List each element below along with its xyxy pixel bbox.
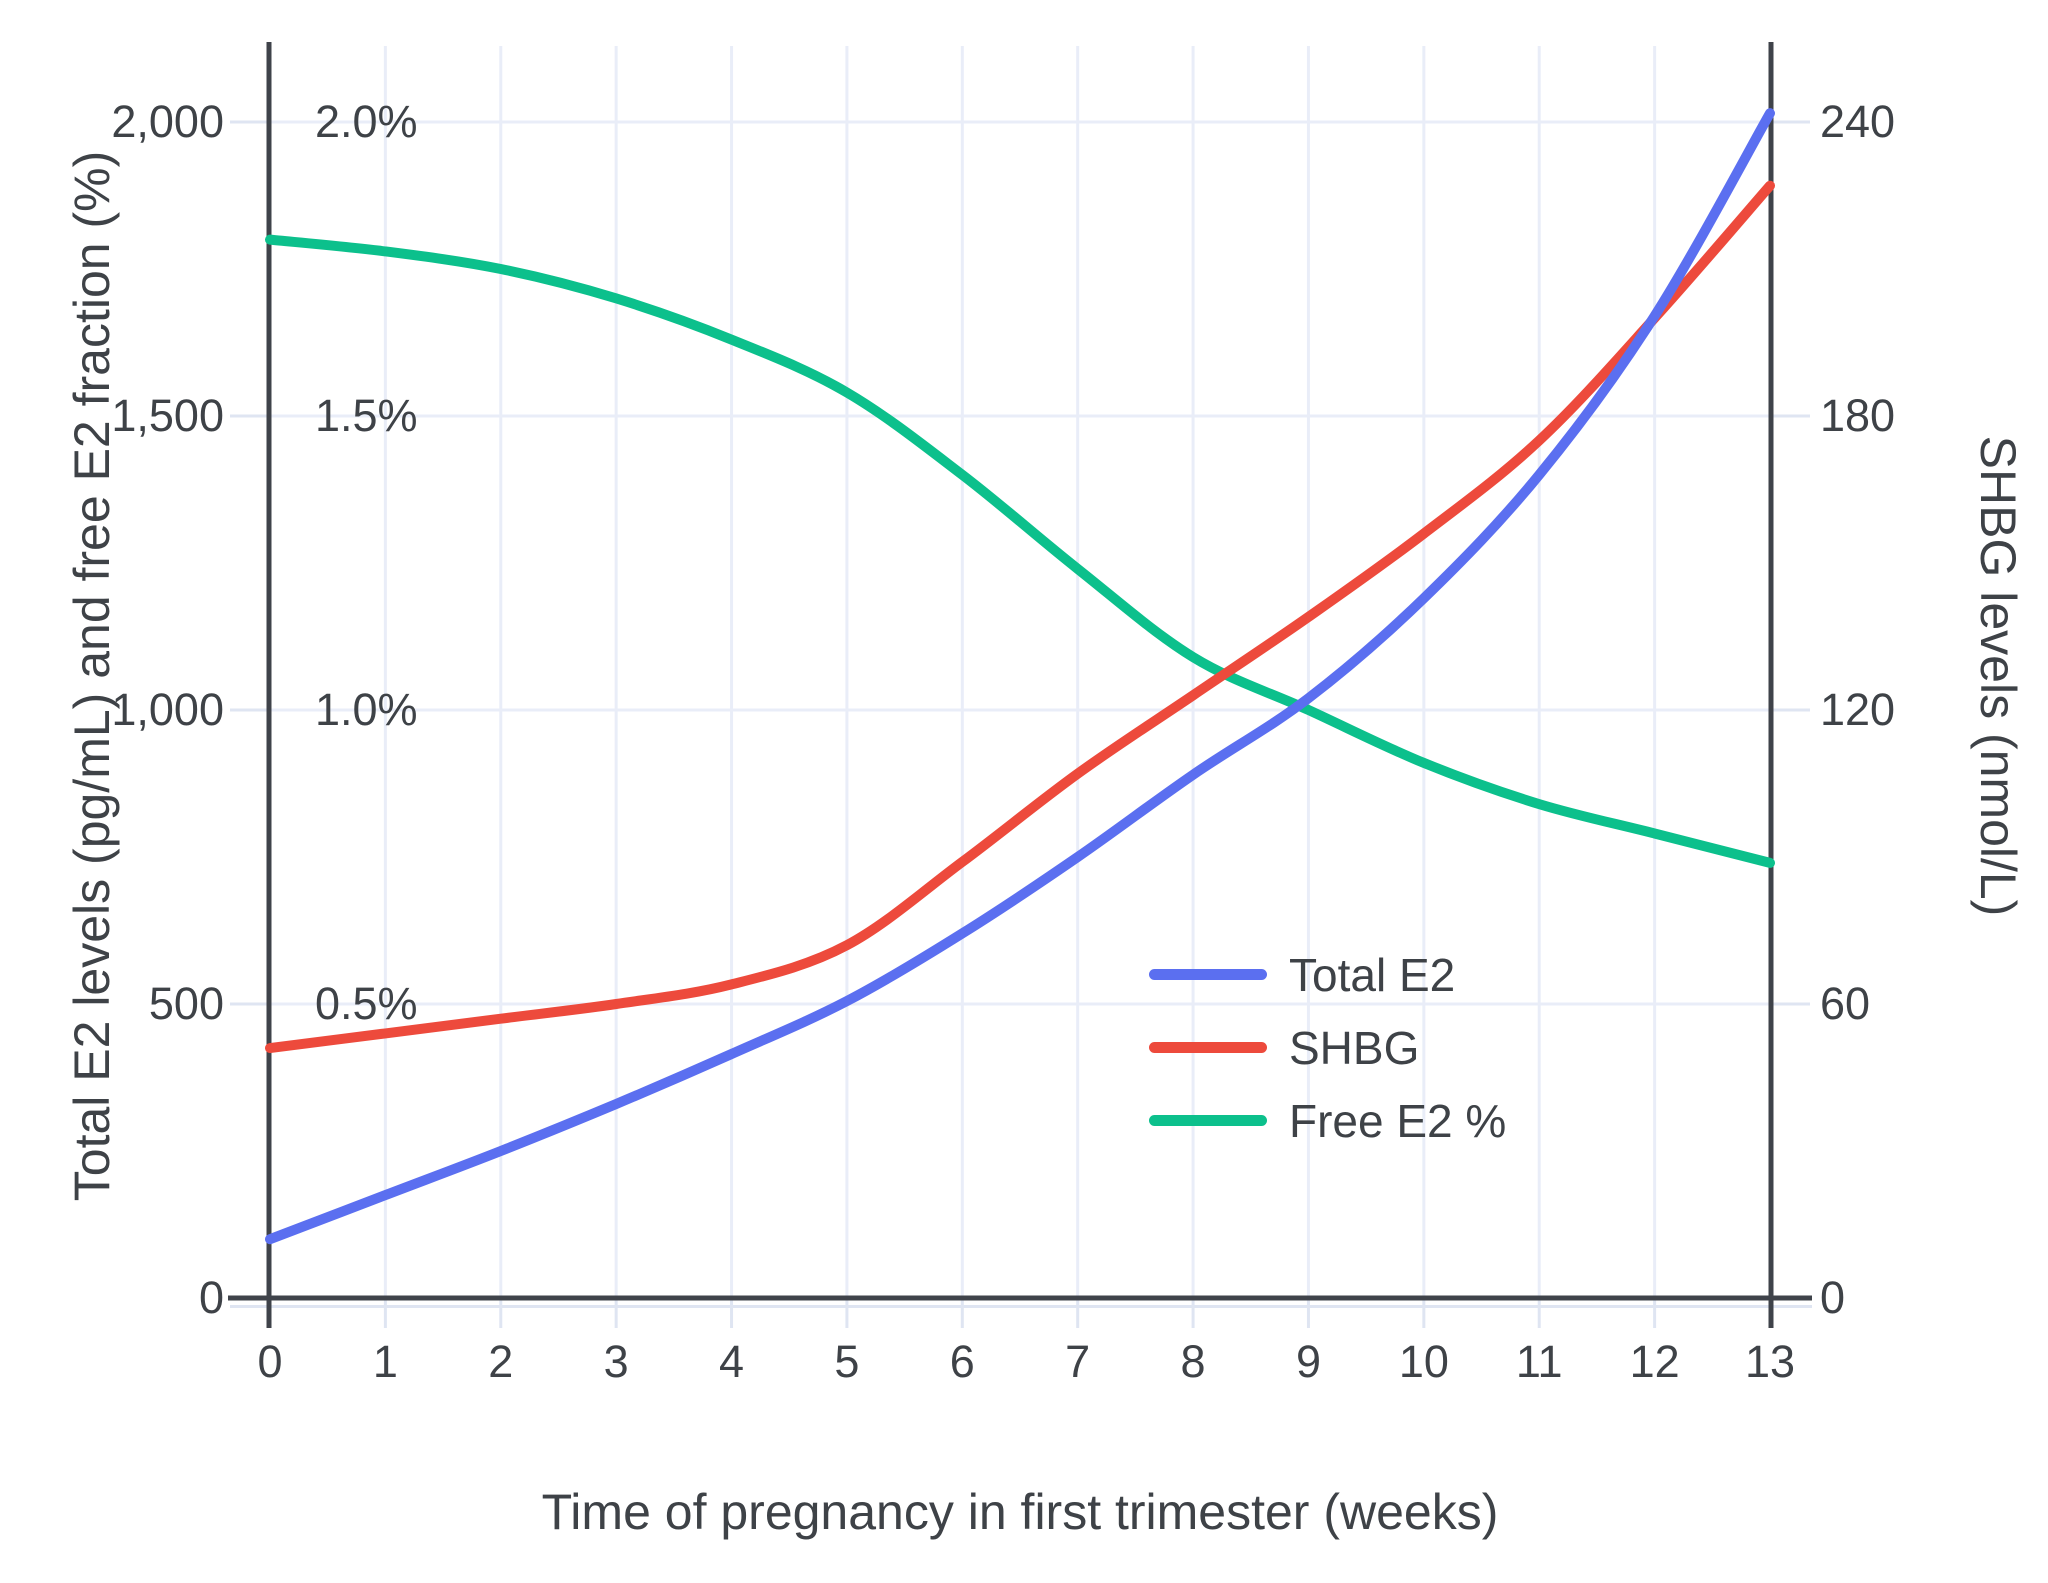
y-left-tick-label: 2,000: [111, 96, 224, 147]
y-right-tick-label: 120: [1820, 684, 1896, 735]
free-e2-percent-label: 1.0%: [315, 684, 418, 735]
y-left-tick-label: 1,500: [111, 390, 224, 441]
series-line-total-e2: [265, 108, 1775, 1245]
x-tick-label: 7: [1065, 1336, 1091, 1387]
free-e2-line-swatch-icon: [1149, 1115, 1267, 1126]
x-tick-label: 1: [372, 1336, 398, 1387]
y-left-tick-label: 0: [198, 1272, 224, 1323]
free-e2-percent-label: 1.5%: [315, 390, 418, 441]
legend-item-shbg[interactable]: SHBG: [1149, 1011, 1506, 1084]
shbg-line-swatch-icon: [1149, 1042, 1267, 1053]
y-left-tick-label: 1,000: [111, 684, 224, 735]
legend: Total E2 SHBG Free E2 %: [1149, 938, 1506, 1157]
y-right-tick-label: 0: [1820, 1272, 1846, 1323]
x-tick-label: 5: [834, 1336, 860, 1387]
x-tick-label: 4: [719, 1336, 745, 1387]
y-right-tick-label: 240: [1820, 96, 1896, 147]
x-tick-label: 13: [1744, 1336, 1796, 1387]
series-line-free-e2: [265, 234, 1775, 868]
x-axis-title: Time of pregnancy in first trimester (we…: [541, 1484, 1499, 1540]
x-tick-label: 10: [1398, 1336, 1449, 1387]
legend-label: SHBG: [1289, 1021, 1420, 1074]
y-right-tick-label: 180: [1820, 390, 1896, 441]
legend-item-total-e2[interactable]: Total E2: [1149, 938, 1506, 1011]
x-tick-label: 0: [257, 1336, 283, 1387]
right-y-axis-title: SHBG levels (nmol/L): [1970, 435, 2026, 917]
y-right-tick-label: 60: [1820, 978, 1871, 1029]
series-line-shbg: [265, 180, 1775, 1054]
left-y-axis-title: Total E2 levels (pg/mL) and free E2 frac…: [64, 150, 120, 1202]
total-e2-line-swatch-icon: [1149, 969, 1267, 980]
x-tick-label: 3: [603, 1336, 629, 1387]
y-left-tick-label: 500: [148, 978, 224, 1029]
x-tick-label: 2: [488, 1336, 514, 1387]
free-e2-percent-label: 0.5%: [315, 978, 418, 1029]
legend-label: Free E2 %: [1289, 1094, 1507, 1147]
x-tick-label: 9: [1295, 1336, 1321, 1387]
x-tick-label: 11: [1515, 1336, 1563, 1387]
x-tick-label: 12: [1629, 1336, 1680, 1387]
legend-label: Total E2: [1289, 948, 1456, 1001]
legend-item-free-e2[interactable]: Free E2 %: [1149, 1084, 1506, 1157]
free-e2-percent-label: 2.0%: [315, 96, 418, 147]
x-tick-label: 6: [949, 1336, 975, 1387]
x-tick-label: 8: [1180, 1336, 1206, 1387]
